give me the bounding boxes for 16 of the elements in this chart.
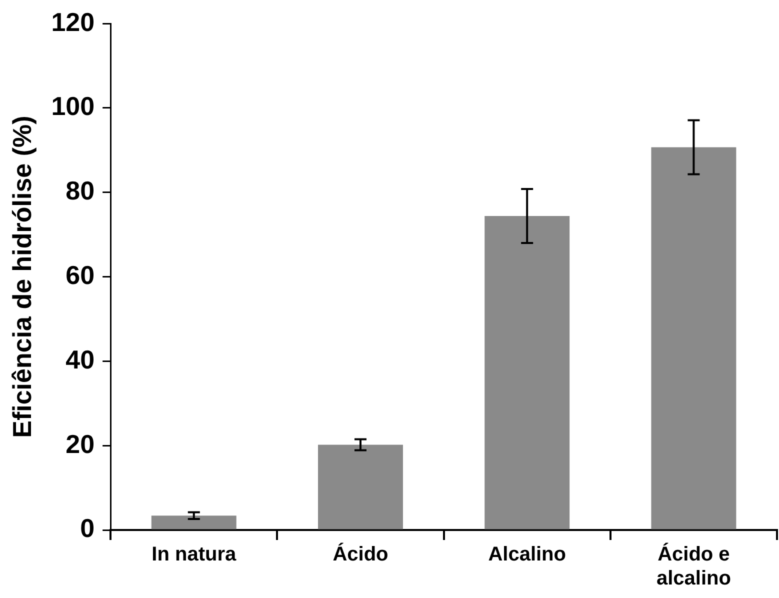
x-tick-label: Ácido e alcalino [656,542,731,590]
y-tick-label: 120 [51,6,95,37]
x-tick-label: In natura [152,544,237,566]
x-tick-label: Alcalino [488,544,566,566]
y-tick-label: 40 [66,344,95,374]
bar [484,216,570,530]
x-tick-label: Ácido [332,542,388,566]
bar [318,444,403,530]
y-tick-label: 20 [66,428,95,459]
bar [151,516,236,530]
bar [651,147,736,530]
y-tick-label: 0 [80,513,95,544]
y-tick-label: 100 [51,91,95,122]
y-tick-label: 60 [66,260,95,290]
y-tick-label: 80 [66,176,95,206]
y-axis-title: Eficiência de hidrólise (%) [6,116,37,438]
